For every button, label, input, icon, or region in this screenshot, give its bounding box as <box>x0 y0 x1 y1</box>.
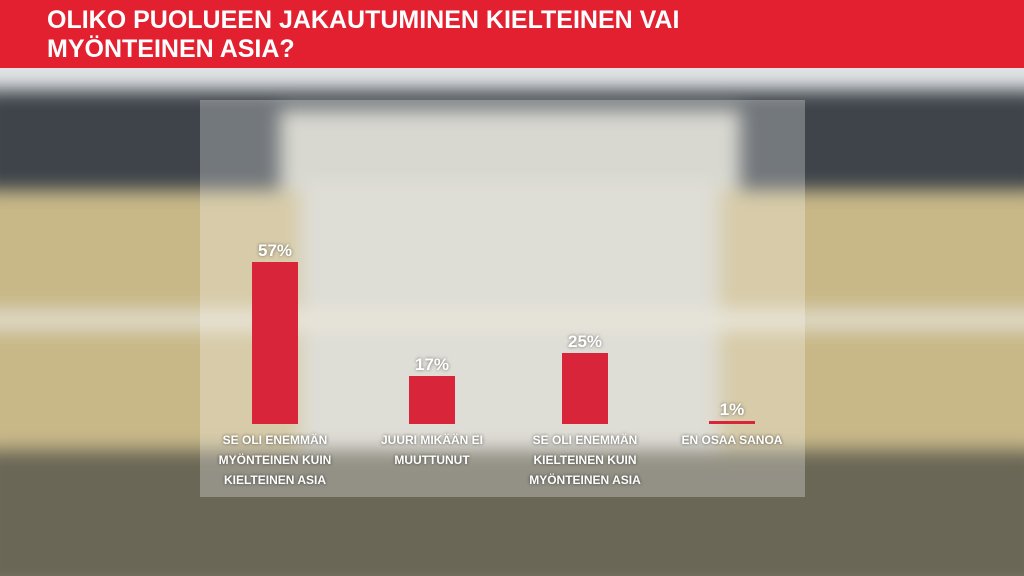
title-bar: OLIKO PUOLUEEN JAKAUTUMINEN KIELTEINEN V… <box>0 0 1024 68</box>
value-label: 1% <box>719 400 745 420</box>
bar <box>709 421 755 424</box>
chart-panel <box>200 100 805 497</box>
category-label: JUURI MIKÄÄN EI MUUTTUNUT <box>380 433 483 467</box>
value-label: 57% <box>257 240 293 260</box>
value-label: 25% <box>567 331 603 351</box>
category-label: EN OSAA SANOA <box>681 433 783 447</box>
bar <box>252 261 298 424</box>
bar <box>409 375 455 424</box>
category-label: SE OLI ENEMMÄN MYÖNTEINEN KUIN KIELTEINE… <box>218 433 332 487</box>
chart-title: OLIKO PUOLUEEN JAKAUTUMINEN KIELTEINEN V… <box>47 6 680 63</box>
bar <box>562 352 608 424</box>
category-label: SE OLI ENEMMÄN KIELTEINEN KUIN MYÖNTEINE… <box>529 433 641 487</box>
value-label: 17% <box>414 354 450 374</box>
